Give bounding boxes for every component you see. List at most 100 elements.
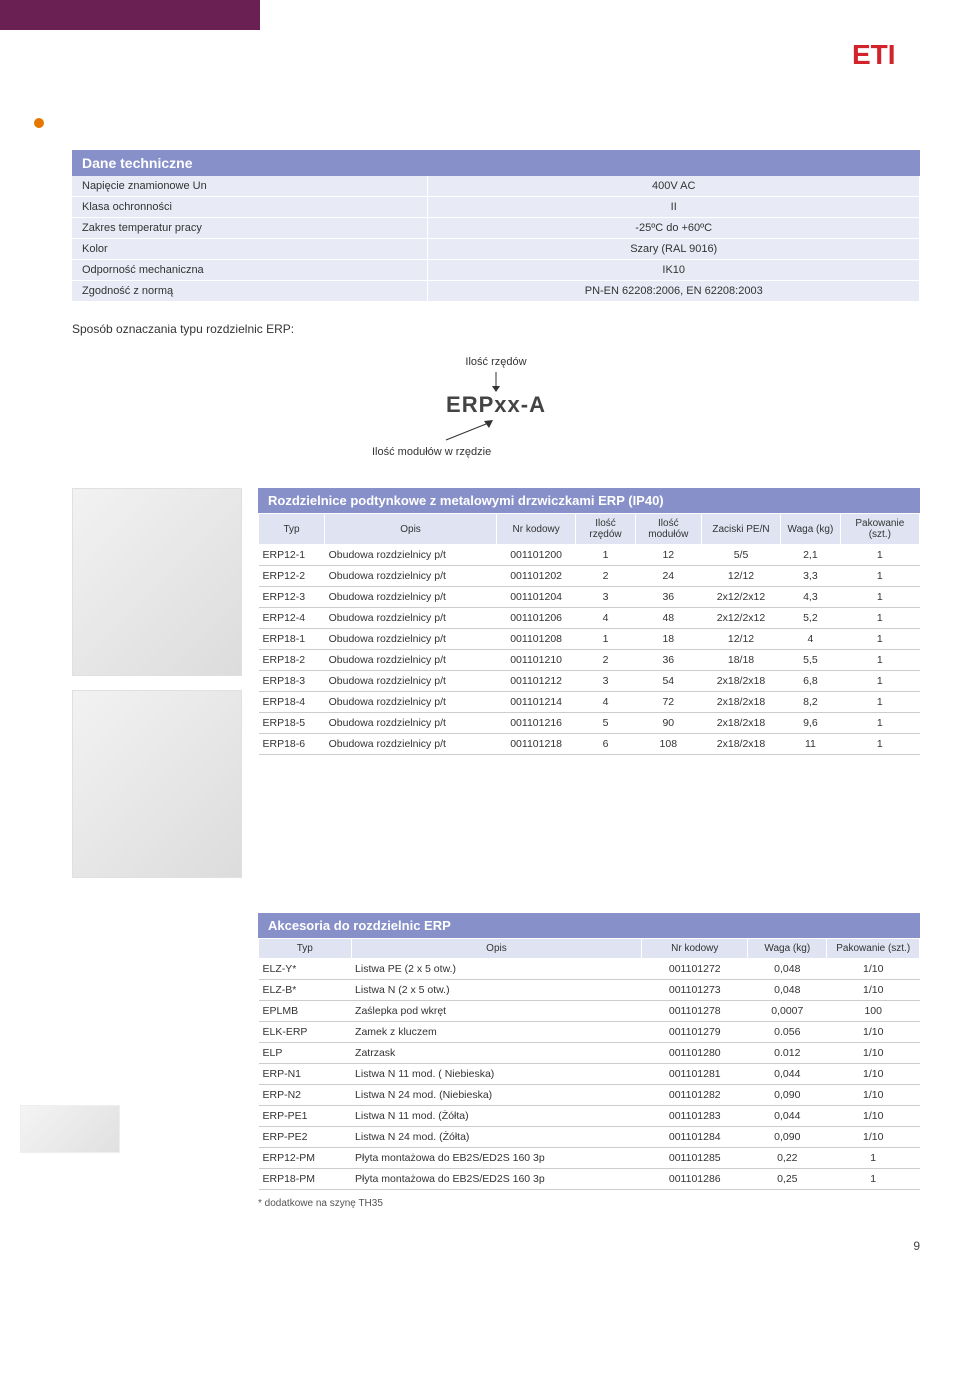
table-cell: Obudowa rozdzielnicy p/t — [325, 566, 497, 587]
table-cell: 2x12/2x12 — [701, 608, 780, 629]
table-cell: 001101210 — [496, 650, 575, 671]
table-cell: 1/10 — [827, 1043, 920, 1064]
table-cell: 1 — [840, 692, 919, 713]
table-cell: 1 — [840, 629, 919, 650]
diagram-code: ERPxx-A — [72, 392, 920, 418]
diagram-bottom-label: Ilość modułów w rzędzie — [72, 446, 920, 458]
svg-text:ETI: ETI — [852, 39, 896, 70]
tech-value: -25ºC do +60ºC — [428, 218, 920, 239]
table-cell: 36 — [635, 587, 701, 608]
table-cell: Obudowa rozdzielnicy p/t — [325, 629, 497, 650]
column-header: Ilość rzędów — [576, 514, 635, 545]
column-header: Opis — [351, 939, 642, 959]
table-cell: 001101272 — [642, 959, 748, 980]
table-cell: 2x18/2x18 — [701, 692, 780, 713]
table-cell: 1/10 — [827, 959, 920, 980]
table-cell: 18 — [635, 629, 701, 650]
table-cell: 108 — [635, 734, 701, 755]
product-images-column — [72, 488, 242, 878]
erp-code-diagram: Ilość rzędów ERPxx-A Ilość modułów w rzę… — [72, 356, 920, 458]
table1: TypOpisNr kodowyIlość rzędówIlość modułó… — [258, 513, 920, 755]
table-cell: 1/10 — [827, 980, 920, 1001]
table-cell: Listwa N 11 mod. (Żółta) — [351, 1106, 642, 1127]
tech-value: 400V AC — [428, 176, 920, 197]
table-cell: ERP18-6 — [259, 734, 325, 755]
table-cell: 0,090 — [748, 1085, 827, 1106]
table-cell: 1/10 — [827, 1127, 920, 1148]
table-row: Napięcie znamionowe Un400V AC — [72, 176, 920, 197]
table-cell: 001101204 — [496, 587, 575, 608]
table-cell: 1/10 — [827, 1022, 920, 1043]
table-cell: ERP18-4 — [259, 692, 325, 713]
table-cell: 1 — [840, 671, 919, 692]
table-cell: 9,6 — [781, 713, 840, 734]
tech-data-title: Dane techniczne — [72, 150, 920, 176]
tech-label: Kolor — [72, 239, 428, 260]
table-cell: Obudowa rozdzielnicy p/t — [325, 671, 497, 692]
tech-value: IK10 — [428, 260, 920, 281]
table-cell: Płyta montażowa do EB2S/ED2S 160 3p — [351, 1169, 642, 1190]
table-cell: 001101202 — [496, 566, 575, 587]
table-cell: ERP-N2 — [259, 1085, 352, 1106]
table-row: ERP12-3Obudowa rozdzielnicy p/t001101204… — [259, 587, 920, 608]
table-cell: 001101283 — [642, 1106, 748, 1127]
table-cell: 0,0007 — [748, 1001, 827, 1022]
table-cell: ELZ-B* — [259, 980, 352, 1001]
table-cell: Obudowa rozdzielnicy p/t — [325, 734, 497, 755]
table-row: ELPZatrzask0011012800.0121/10 — [259, 1043, 920, 1064]
table-cell: ERP-PE2 — [259, 1127, 352, 1148]
table-cell: Obudowa rozdzielnicy p/t — [325, 545, 497, 566]
table-cell: 4 — [781, 629, 840, 650]
table-row: ERP18-2Obudowa rozdzielnicy p/t001101210… — [259, 650, 920, 671]
table-cell: 5,2 — [781, 608, 840, 629]
table-cell: 5,5 — [781, 650, 840, 671]
table-cell: 3 — [576, 671, 635, 692]
brand-logo: ETI — [852, 38, 920, 70]
table-cell: Płyta montażowa do EB2S/ED2S 160 3p — [351, 1148, 642, 1169]
table-cell: Listwa N 24 mod. (Niebieska) — [351, 1085, 642, 1106]
table-cell: 001101200 — [496, 545, 575, 566]
table-cell: 18/18 — [701, 650, 780, 671]
table-cell: ERP12-PM — [259, 1148, 352, 1169]
table-cell: 12/12 — [701, 629, 780, 650]
product-image-open — [72, 690, 242, 878]
table-cell: 6,8 — [781, 671, 840, 692]
table-cell: 001101286 — [642, 1169, 748, 1190]
table-cell: 1 — [840, 734, 919, 755]
table-row: Zakres temperatur pracy-25ºC do +60ºC — [72, 218, 920, 239]
table-cell: ELP — [259, 1043, 352, 1064]
table-row: ELK-ERPZamek z kluczem0011012790.0561/10 — [259, 1022, 920, 1043]
table-cell: 36 — [635, 650, 701, 671]
table-row: Zgodność z normąPN-EN 62208:2006, EN 622… — [72, 281, 920, 302]
table-cell: 54 — [635, 671, 701, 692]
table-cell: 2 — [576, 650, 635, 671]
table-row: ELZ-Y*Listwa PE (2 x 5 otw.)0011012720,0… — [259, 959, 920, 980]
tech-label: Napięcie znamionowe Un — [72, 176, 428, 197]
table-cell: 48 — [635, 608, 701, 629]
table-row: Odporność mechanicznaIK10 — [72, 260, 920, 281]
table-cell: 0,25 — [748, 1169, 827, 1190]
column-header: Waga (kg) — [748, 939, 827, 959]
table-cell: 1 — [840, 587, 919, 608]
page-number: 9 — [0, 1239, 920, 1253]
table-cell: 001101216 — [496, 713, 575, 734]
table-row: ERP12-PMPłyta montażowa do EB2S/ED2S 160… — [259, 1148, 920, 1169]
table-cell: ERP18-3 — [259, 671, 325, 692]
table-cell: 5 — [576, 713, 635, 734]
table-cell: Obudowa rozdzielnicy p/t — [325, 713, 497, 734]
table2: TypOpisNr kodowyWaga (kg)Pakowanie (szt.… — [258, 938, 920, 1190]
table-cell: 0,044 — [748, 1106, 827, 1127]
tech-value: II — [428, 197, 920, 218]
table-cell: 001101280 — [642, 1043, 748, 1064]
arrow-down-icon — [490, 372, 502, 392]
table-cell: Obudowa rozdzielnicy p/t — [325, 650, 497, 671]
table-cell: 3,3 — [781, 566, 840, 587]
table-cell: 8,2 — [781, 692, 840, 713]
tech-label: Zgodność z normą — [72, 281, 428, 302]
column-header: Pakowanie (szt.) — [827, 939, 920, 959]
table1-title: Rozdzielnice podtynkowe z metalowymi drz… — [258, 488, 920, 513]
table-cell: 6 — [576, 734, 635, 755]
table-cell: ERP12-4 — [259, 608, 325, 629]
table-cell: 1/10 — [827, 1085, 920, 1106]
accent-dot-icon — [34, 118, 44, 128]
